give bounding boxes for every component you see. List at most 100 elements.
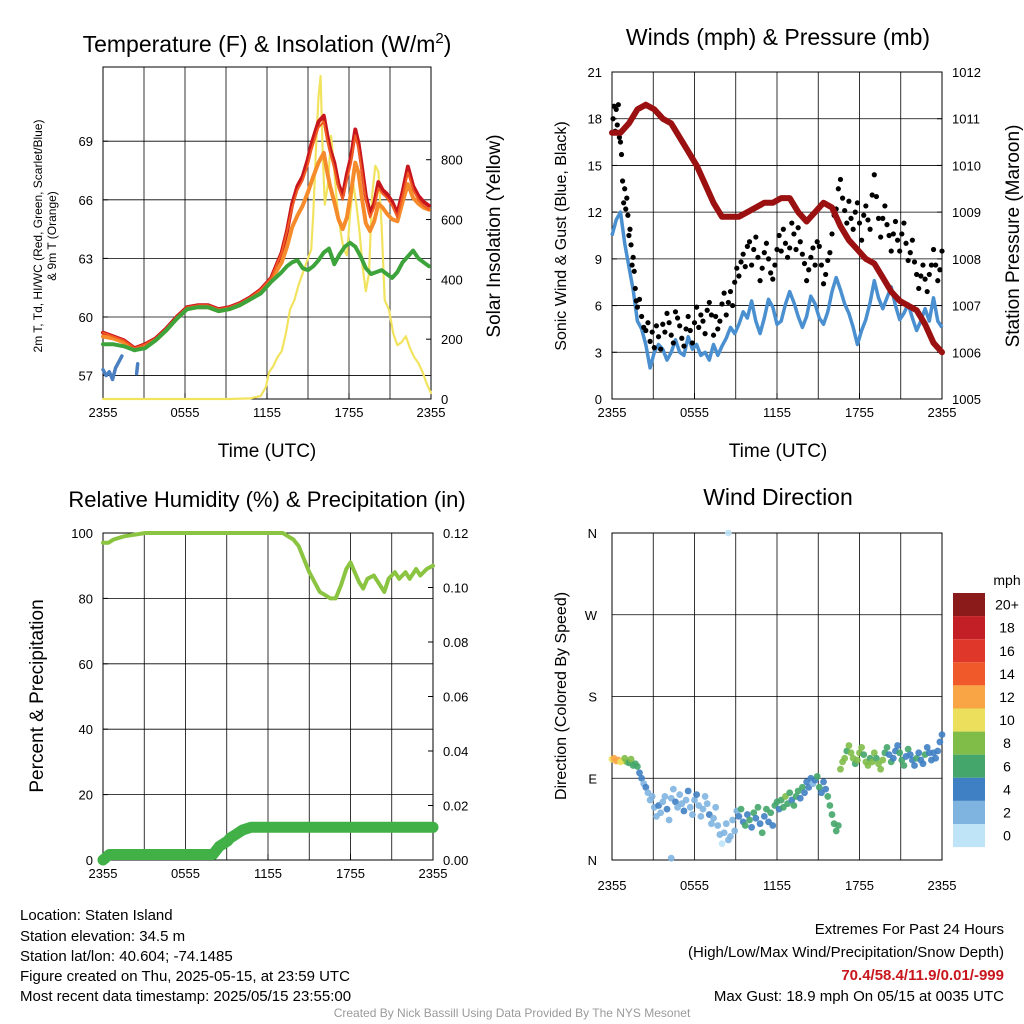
gust-point (687, 327, 693, 334)
y-right-tick-label: 1008 (952, 252, 981, 267)
direction-point (710, 814, 717, 822)
gust-point (706, 299, 712, 306)
direction-point (870, 749, 878, 757)
gust-point (859, 237, 865, 243)
direction-point (703, 800, 711, 808)
gust-point (878, 234, 884, 240)
credit-line: Created By Nick Bassill Using Data Provi… (333, 1006, 691, 1020)
direction-point (648, 793, 656, 800)
direction-point (911, 762, 918, 769)
gust-point (765, 256, 772, 262)
direction-point (822, 785, 830, 793)
gust-point (617, 139, 624, 145)
direction-point (718, 840, 726, 848)
gust-point (890, 231, 896, 237)
direction-point (669, 785, 677, 793)
direction-point (684, 787, 692, 795)
wind-speed-colorbar: 20+ 18 16 14 12 10 8 6 4 2 0 mph (953, 572, 1021, 848)
direction-point (633, 763, 641, 770)
gust-point (789, 220, 795, 226)
gust-point (842, 207, 848, 214)
gust-point (645, 320, 651, 326)
y-right-tick-label: 400 (441, 272, 463, 287)
gust-point (742, 264, 748, 270)
gust-point (903, 240, 909, 246)
colorbar-label: 20+ (995, 597, 1019, 613)
gust-point (801, 260, 808, 267)
gust-point (662, 329, 668, 335)
station-latlon: Station lat/lon: 40.604; -74.1485 (20, 948, 233, 965)
colorbar-cell (953, 708, 985, 732)
x-tick-label: 0555 (171, 405, 200, 420)
y-right-axis-label: Solar Insolation (Yellow) (484, 134, 505, 337)
direction-point (642, 783, 650, 791)
direction-point (680, 807, 688, 815)
winds-pressure-panel: 2355 0555 1155 1755 235503691215182110051006… (553, 24, 1024, 462)
gust-point (626, 232, 632, 239)
gust-point (933, 262, 939, 268)
y-axis-label: Percent & Precipitation (27, 599, 48, 792)
direction-point (735, 813, 743, 820)
direction-point (750, 809, 758, 817)
gust-point (625, 212, 631, 218)
direction-point (657, 809, 665, 817)
y-right-tick-label: 0.10 (443, 581, 468, 596)
gust-point (619, 178, 626, 184)
gust-point (751, 246, 757, 253)
direction-point (883, 743, 891, 751)
gust-point (736, 273, 742, 279)
gust-point (829, 231, 835, 237)
direction-point (906, 751, 914, 759)
gust-point (882, 203, 888, 209)
x-tick-label: 0555 (680, 878, 709, 893)
gust-point (905, 257, 911, 264)
colorbar-cell (953, 754, 985, 778)
gust-point (854, 200, 860, 206)
direction-point (837, 765, 844, 773)
y-right-tick-label: 1006 (952, 345, 981, 360)
colorbar-label: 14 (999, 666, 1015, 682)
gust-point (643, 327, 649, 334)
gust-point (812, 262, 818, 268)
colorbar-cell (953, 593, 985, 617)
gust-point (679, 335, 685, 341)
direction-point (697, 813, 705, 820)
gust-point (916, 285, 922, 292)
gust-point (613, 106, 619, 112)
x-tick-label: 1155 (763, 405, 791, 420)
y-right-tick-label: 600 (441, 213, 463, 228)
gust-point (629, 262, 635, 268)
gust-point (930, 246, 937, 253)
y-right-tick-label: 1012 (952, 65, 981, 80)
x-tick-label: 2355 (598, 878, 627, 893)
gust-point (880, 215, 886, 221)
direction-point (720, 829, 728, 837)
gust-point (622, 186, 628, 192)
gust-point (784, 254, 791, 260)
gust-point (897, 248, 903, 254)
series-dewpoint (101, 240, 431, 353)
colorbar-cell (953, 824, 985, 848)
gust-point (837, 176, 844, 183)
plot-frame (611, 532, 943, 861)
gust-point (744, 243, 750, 249)
series-wind-chill-b (134, 362, 140, 376)
colorbar-label: 4 (1003, 781, 1011, 797)
gust-point (768, 270, 774, 276)
gust-point (618, 151, 625, 158)
direction-point (915, 749, 923, 757)
gust-point (804, 278, 810, 284)
direction-point (767, 809, 775, 817)
gust-point (708, 312, 715, 318)
gust-point (911, 259, 918, 265)
colorbar-cell (953, 685, 985, 709)
colorbar-label: 12 (999, 689, 1015, 705)
y-tick-label: 0 (86, 853, 93, 868)
direction-point (790, 802, 798, 809)
direction-point (796, 794, 804, 802)
direction-point (820, 778, 827, 786)
gust-point (924, 288, 930, 295)
x-tick-label: 2355 (928, 405, 957, 420)
gust-point (926, 271, 932, 278)
y-tick-label: 80 (79, 591, 93, 606)
